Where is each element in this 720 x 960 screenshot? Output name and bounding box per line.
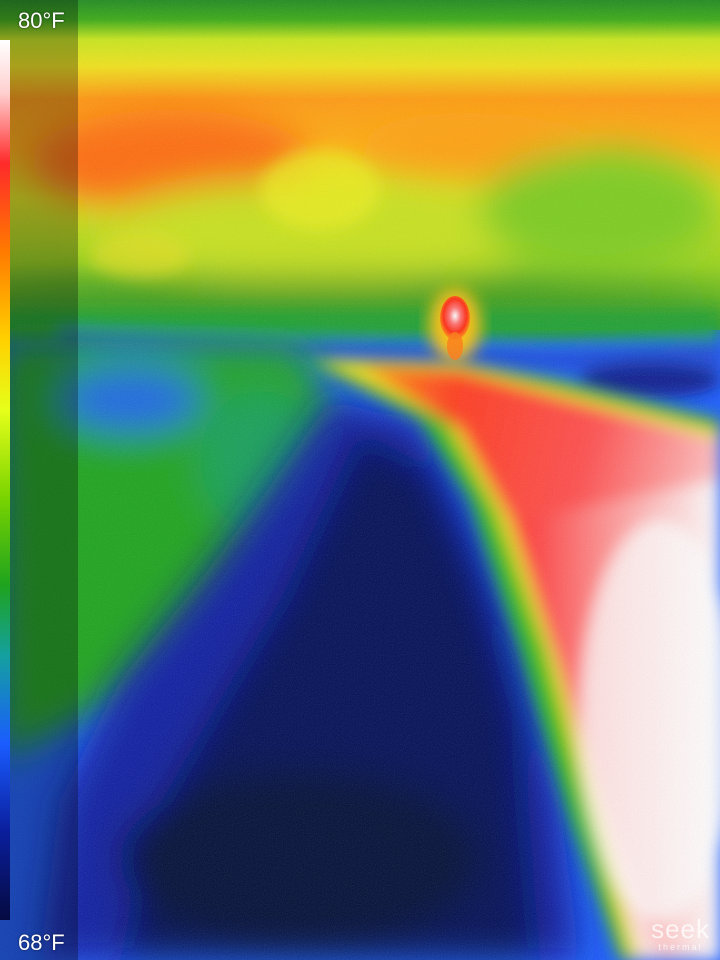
temperature-scale-panel — [0, 0, 78, 960]
brand-name: seek — [651, 914, 710, 944]
max-temperature-label: 80°F — [18, 8, 65, 33]
min-temperature-label: 68°F — [18, 930, 65, 955]
seek-thermal-logo: seek thermal — [651, 916, 710, 952]
temperature-color-scale — [0, 40, 10, 920]
brand-sub: thermal — [658, 942, 703, 952]
